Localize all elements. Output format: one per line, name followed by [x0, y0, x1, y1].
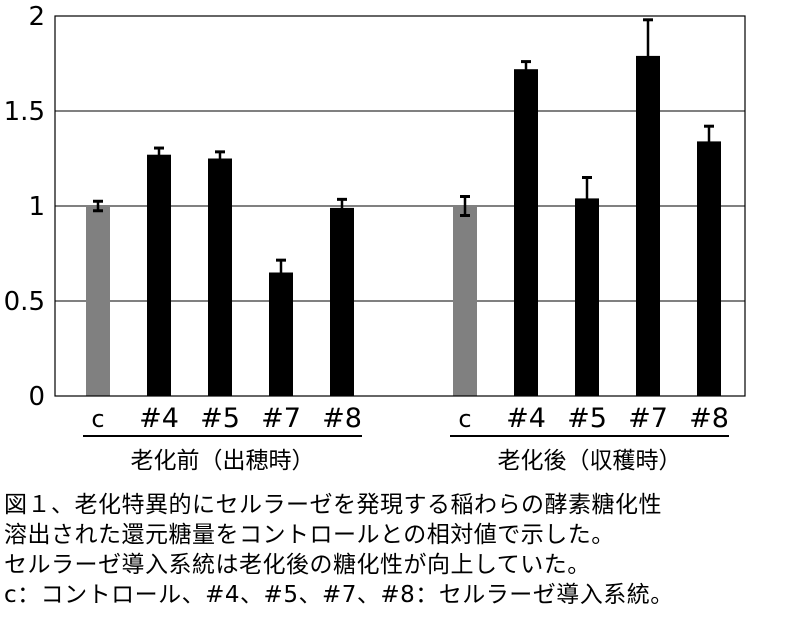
caption-line-3: セルラーゼ導入系統は老化後の糖化性が向上していた。	[4, 552, 591, 578]
bar	[697, 141, 721, 396]
bar-chart: 0 0.5 1 1.5 2 c #4 #5 #7 #8 c #4 #5 #7 #8 老化前（出穂時） 老化後…	[4, 2, 746, 474]
figure-caption: 図１、老化特異的にセルラーゼを発現する稲わらの酵素糖化性 溶出された還元糖量をコ…	[4, 490, 798, 610]
bar	[86, 206, 110, 396]
y-tick-label: 0	[28, 382, 45, 412]
bar	[514, 69, 538, 396]
x-tick-label: #7	[628, 403, 668, 434]
caption-line-1: 図１、老化特異的にセルラーゼを発現する稲わらの酵素糖化性	[4, 492, 662, 518]
x-tick-label: c	[458, 405, 471, 433]
x-tick-label: #8	[689, 403, 729, 434]
group-label: 老化後（収穫時）	[498, 448, 682, 474]
bar	[330, 207, 354, 396]
bar	[453, 206, 477, 396]
x-tick-label: #8	[322, 403, 362, 434]
x-tick-label: #4	[506, 403, 546, 434]
bar	[147, 154, 171, 396]
bar	[575, 198, 599, 396]
plot-frame	[54, 15, 746, 397]
bar	[269, 272, 293, 396]
bar	[636, 55, 660, 397]
y-tick-label: 2	[28, 2, 45, 32]
x-axis-labels: c #4 #5 #7 #8 c #4 #5 #7 #8	[91, 403, 729, 434]
y-tick-label: 1.5	[4, 97, 45, 127]
bars	[86, 55, 721, 397]
bar	[208, 158, 232, 396]
y-tick-label: 0.5	[4, 287, 45, 317]
error-bars	[93, 18, 714, 285]
x-tick-label: #5	[567, 403, 607, 434]
group-labels: 老化前（出穂時） 老化後（収穫時）	[83, 435, 729, 474]
x-tick-label: c	[91, 405, 104, 433]
group-label: 老化前（出穂時）	[131, 448, 315, 474]
caption-line-2: 溶出された還元糖量をコントロールとの相対値で示した。	[4, 522, 615, 548]
caption-line-4: c：コントロール、#4、#5、#7、#8：セルラーゼ導入系統。	[4, 582, 674, 608]
x-tick-label: #4	[139, 403, 179, 434]
x-tick-label: #7	[261, 403, 301, 434]
y-axis: 0 0.5 1 1.5 2	[4, 2, 45, 412]
x-tick-label: #5	[200, 403, 240, 434]
y-tick-label: 1	[28, 192, 45, 222]
